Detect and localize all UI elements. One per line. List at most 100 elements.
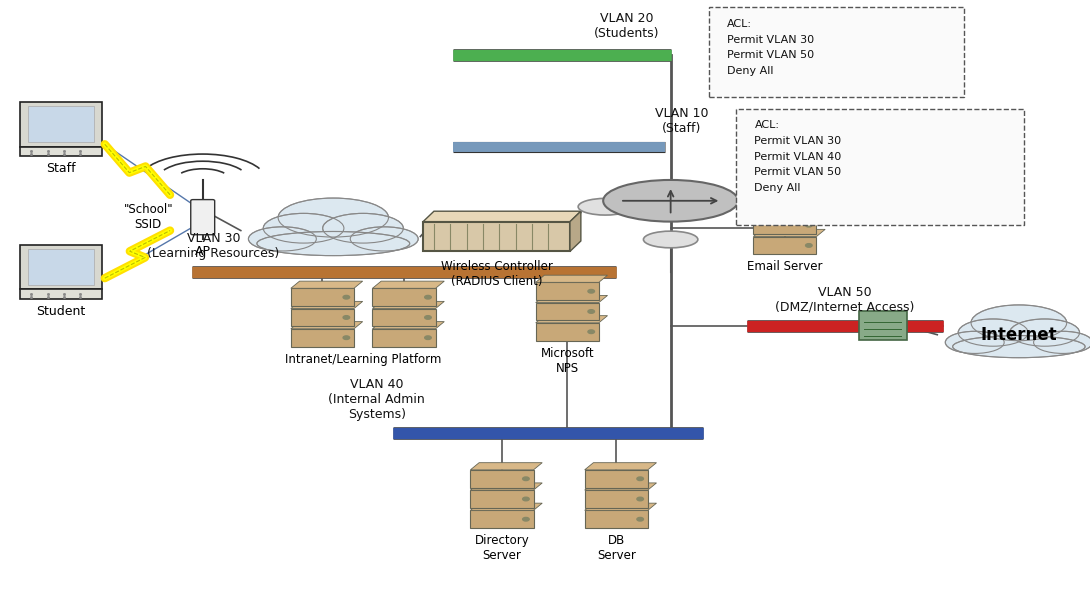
Circle shape	[805, 224, 812, 227]
FancyBboxPatch shape	[423, 222, 570, 251]
Text: Directory
Server: Directory Server	[475, 534, 529, 562]
FancyBboxPatch shape	[859, 311, 907, 340]
Ellipse shape	[644, 231, 698, 248]
Circle shape	[424, 316, 431, 319]
Polygon shape	[585, 463, 657, 470]
FancyBboxPatch shape	[470, 510, 533, 528]
FancyBboxPatch shape	[372, 288, 435, 306]
Circle shape	[588, 330, 595, 334]
Ellipse shape	[578, 199, 633, 215]
Text: VLAN 40
(Internal Admin
Systems): VLAN 40 (Internal Admin Systems)	[328, 378, 425, 421]
FancyBboxPatch shape	[754, 216, 816, 234]
FancyBboxPatch shape	[21, 102, 103, 147]
Circle shape	[805, 203, 812, 207]
Text: VLAN 30
(Learning Resources): VLAN 30 (Learning Resources)	[147, 232, 279, 260]
Polygon shape	[470, 463, 542, 470]
Polygon shape	[291, 322, 362, 329]
FancyBboxPatch shape	[709, 7, 964, 97]
Polygon shape	[585, 503, 657, 510]
Ellipse shape	[958, 319, 1028, 346]
Circle shape	[588, 310, 595, 313]
FancyBboxPatch shape	[372, 309, 435, 327]
Text: Staff: Staff	[47, 162, 76, 175]
FancyBboxPatch shape	[585, 470, 648, 488]
Ellipse shape	[971, 305, 1067, 341]
FancyBboxPatch shape	[28, 106, 95, 142]
FancyBboxPatch shape	[536, 303, 599, 321]
Text: DB
Server: DB Server	[597, 534, 636, 562]
Text: AP: AP	[194, 245, 211, 258]
Text: Wireless Controller
(RADIUS Client): Wireless Controller (RADIUS Client)	[441, 260, 552, 288]
FancyBboxPatch shape	[470, 490, 533, 508]
Circle shape	[343, 336, 349, 340]
Text: Internet: Internet	[981, 326, 1057, 344]
Circle shape	[343, 295, 349, 299]
Text: "School"
SSID: "School" SSID	[123, 203, 173, 231]
Circle shape	[805, 243, 812, 247]
Polygon shape	[570, 211, 580, 251]
Circle shape	[523, 517, 529, 521]
Circle shape	[588, 289, 595, 293]
Ellipse shape	[249, 227, 316, 251]
Ellipse shape	[278, 198, 388, 237]
Circle shape	[424, 295, 431, 299]
Polygon shape	[536, 316, 608, 323]
Ellipse shape	[952, 335, 1086, 358]
Text: Student: Student	[37, 305, 86, 318]
Ellipse shape	[945, 331, 1004, 353]
FancyBboxPatch shape	[291, 329, 353, 347]
Polygon shape	[372, 301, 444, 309]
Polygon shape	[423, 211, 580, 222]
Text: VLAN 20
(Students): VLAN 20 (Students)	[595, 12, 660, 40]
FancyBboxPatch shape	[470, 470, 533, 488]
FancyBboxPatch shape	[754, 236, 816, 254]
FancyBboxPatch shape	[291, 288, 353, 306]
Ellipse shape	[350, 227, 418, 251]
Polygon shape	[372, 322, 444, 329]
FancyBboxPatch shape	[291, 309, 353, 327]
Text: VLAN 10
(Staff): VLAN 10 (Staff)	[655, 107, 708, 135]
Ellipse shape	[323, 213, 404, 243]
Polygon shape	[754, 209, 825, 216]
FancyBboxPatch shape	[754, 196, 816, 214]
Polygon shape	[291, 281, 362, 288]
FancyBboxPatch shape	[28, 249, 95, 285]
FancyBboxPatch shape	[536, 282, 599, 300]
Polygon shape	[291, 301, 362, 309]
FancyBboxPatch shape	[21, 147, 103, 156]
Ellipse shape	[1009, 319, 1080, 346]
Circle shape	[424, 336, 431, 340]
Polygon shape	[470, 483, 542, 490]
Text: ACL:
Permit VLAN 30
Permit VLAN 40
Permit VLAN 50
Deny All: ACL: Permit VLAN 30 Permit VLAN 40 Permi…	[755, 120, 841, 193]
Text: VLAN 50
(DMZ/Internet Access): VLAN 50 (DMZ/Internet Access)	[775, 286, 914, 314]
FancyBboxPatch shape	[21, 245, 103, 289]
Text: Email Server: Email Server	[747, 260, 823, 273]
Polygon shape	[754, 189, 825, 196]
FancyBboxPatch shape	[21, 289, 103, 299]
FancyBboxPatch shape	[736, 108, 1024, 225]
Polygon shape	[372, 281, 444, 288]
Text: Intranet/Learning Platform: Intranet/Learning Platform	[285, 353, 442, 365]
Polygon shape	[470, 503, 542, 510]
Polygon shape	[536, 275, 608, 282]
Circle shape	[637, 517, 644, 521]
Ellipse shape	[263, 213, 344, 243]
Text: Microsoft
NPS: Microsoft NPS	[540, 347, 595, 374]
Circle shape	[343, 316, 349, 319]
FancyBboxPatch shape	[191, 200, 215, 235]
FancyBboxPatch shape	[372, 329, 435, 347]
FancyBboxPatch shape	[536, 323, 599, 341]
Circle shape	[523, 497, 529, 501]
Ellipse shape	[1033, 331, 1091, 353]
Ellipse shape	[256, 231, 410, 255]
Ellipse shape	[603, 180, 739, 222]
Polygon shape	[754, 230, 825, 236]
Circle shape	[637, 497, 644, 501]
Circle shape	[637, 477, 644, 481]
Circle shape	[523, 477, 529, 481]
Polygon shape	[536, 295, 608, 303]
FancyBboxPatch shape	[585, 510, 648, 528]
Text: ACL:
Permit VLAN 30
Permit VLAN 50
Deny All: ACL: Permit VLAN 30 Permit VLAN 50 Deny …	[728, 19, 814, 76]
FancyBboxPatch shape	[585, 490, 648, 508]
Polygon shape	[585, 483, 657, 490]
